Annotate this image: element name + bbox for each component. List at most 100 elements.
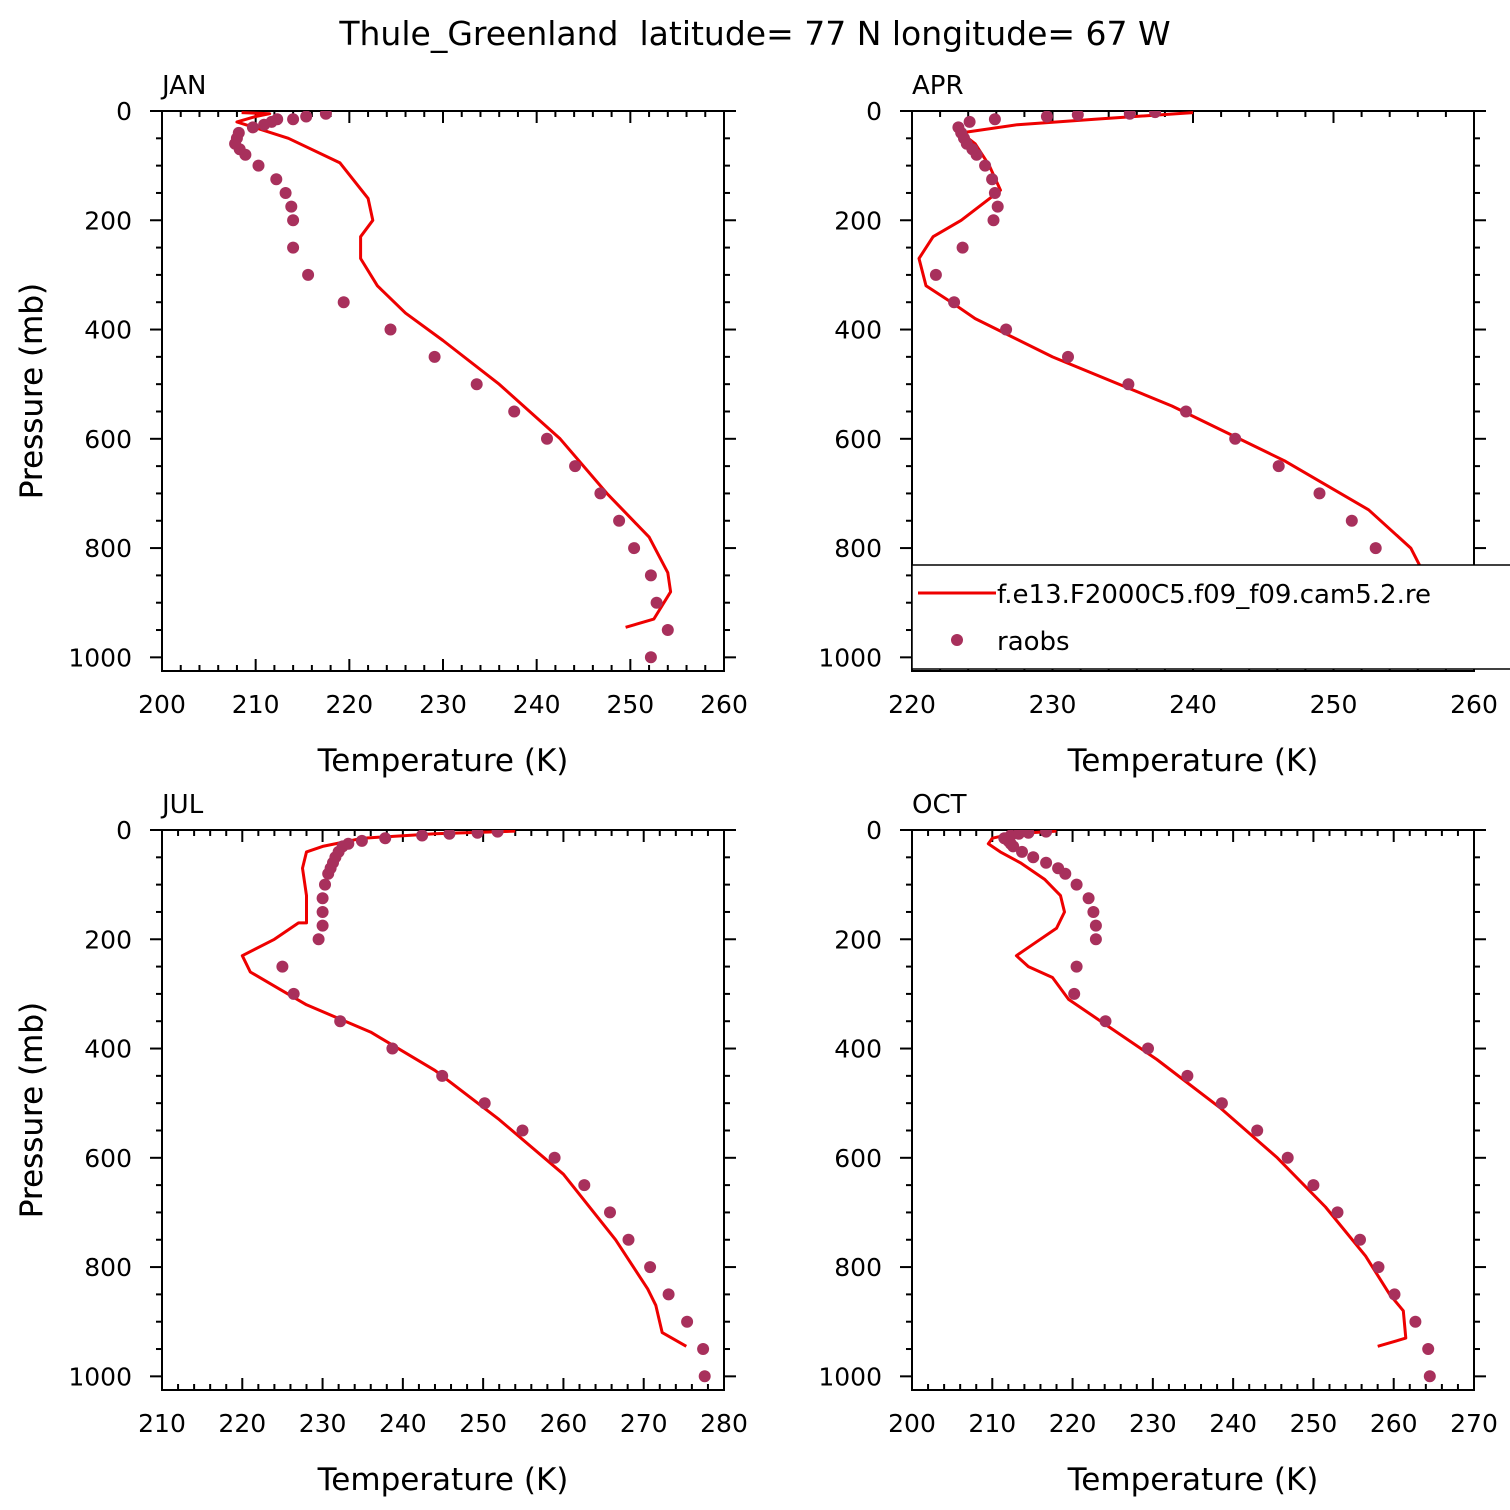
- y-tick-label: 0: [116, 97, 132, 126]
- series-group: [240, 830, 711, 1383]
- y-axis-label: Pressure (mb): [14, 283, 50, 499]
- obs-point: [1181, 1069, 1194, 1082]
- obs-point: [1022, 830, 1035, 839]
- x-tick-label: 240: [379, 1409, 427, 1438]
- obs-point: [1149, 111, 1162, 119]
- obs-point: [661, 624, 674, 636]
- model-line: [240, 830, 688, 1348]
- obs-point: [697, 1343, 710, 1355]
- x-axis-label: Temperature (K): [317, 743, 569, 779]
- obs-point: [334, 1015, 347, 1028]
- y-tick-label: 600: [834, 1144, 882, 1173]
- obs-point: [541, 432, 553, 445]
- obs-point: [987, 214, 1000, 227]
- figure-title: Thule_Greenland latitude= 77 N longitude…: [338, 14, 1170, 53]
- x-tick-label: 230: [299, 1409, 347, 1438]
- y-tick-label: 400: [84, 1035, 132, 1064]
- obs-point: [1082, 892, 1095, 905]
- x-tick-label: 210: [138, 1409, 186, 1438]
- y-tick-label: 1000: [818, 643, 882, 672]
- x-tick-label: 210: [232, 690, 280, 719]
- obs-point: [1089, 919, 1102, 932]
- obs-point: [963, 115, 976, 128]
- y-tick-label: 800: [84, 1253, 132, 1282]
- obs-point: [1345, 514, 1358, 527]
- plot-frame: [161, 110, 725, 672]
- obs-point: [1251, 1124, 1264, 1137]
- x-tick-label: 220: [888, 690, 936, 719]
- x-axis-label: Temperature (K): [317, 1462, 569, 1498]
- panel-label: JAN: [160, 71, 206, 101]
- obs-point: [1388, 1288, 1401, 1301]
- y-tick-label: 800: [834, 1253, 882, 1282]
- obs-point: [644, 569, 657, 582]
- series-group: [917, 111, 1440, 664]
- y-tick-label: 200: [834, 206, 882, 235]
- obs-point: [1354, 1233, 1366, 1246]
- obs-point: [628, 542, 641, 555]
- x-tick-label: 220: [325, 690, 373, 719]
- y-tick-label: 200: [834, 925, 882, 954]
- y-tick-label: 400: [834, 1035, 882, 1064]
- y-tick-label: 400: [84, 316, 132, 345]
- obs-point: [979, 159, 992, 172]
- obs-point: [991, 200, 1004, 213]
- series-group: [986, 830, 1436, 1383]
- model-line: [235, 111, 673, 629]
- obs-point: [300, 111, 313, 123]
- y-tick-label: 800: [84, 534, 132, 563]
- y-tick-label: 1000: [68, 1362, 132, 1391]
- obs-point: [594, 487, 607, 500]
- obs-point: [470, 378, 483, 391]
- obs-point: [252, 159, 265, 172]
- y-tick-label: 0: [866, 816, 882, 845]
- obs-point: [1180, 405, 1192, 418]
- obs-point: [1331, 1206, 1344, 1219]
- obs-point: [287, 987, 300, 1000]
- obs-point: [271, 113, 284, 126]
- obs-point: [316, 906, 329, 918]
- x-tick-label: 270: [620, 1409, 668, 1438]
- x-tick-label: 260: [1370, 1409, 1418, 1438]
- obs-point: [988, 187, 1001, 199]
- obs-point: [1071, 111, 1084, 121]
- obs-point: [1070, 878, 1083, 891]
- obs-point: [1040, 830, 1053, 838]
- x-tick-label: 230: [1129, 1409, 1177, 1438]
- obs-point: [1040, 111, 1053, 123]
- x-tick-label: 240: [1209, 1409, 1257, 1438]
- y-tick-label: 800: [834, 534, 882, 563]
- obs-point: [386, 1042, 399, 1055]
- obs-point: [312, 933, 325, 946]
- y-axis-label: Pressure (mb): [14, 283, 50, 499]
- series-group: [229, 111, 674, 664]
- x-tick-label: 250: [459, 1409, 507, 1438]
- obs-point: [988, 113, 1001, 126]
- obs-point: [379, 832, 392, 845]
- obs-point: [1215, 1097, 1228, 1110]
- obs-point: [644, 1261, 657, 1274]
- panel-jan: JAN 200 210 220 230 240 250 260 0 200 400 600 800 100…: [14, 71, 748, 779]
- obs-point: [1040, 856, 1053, 869]
- x-axis-label: Temperature (K): [1067, 1462, 1319, 1498]
- x-tick-label: 250: [1290, 1409, 1338, 1438]
- panel-label: APR: [912, 71, 964, 101]
- x-tick-label: 200: [138, 690, 186, 719]
- obs-point: [1372, 1261, 1385, 1274]
- obs-point: [956, 241, 969, 254]
- obs-point: [952, 121, 965, 134]
- y-tick-label: 0: [116, 816, 132, 845]
- x-tick-label: 260: [540, 1409, 588, 1438]
- obs-point: [1000, 323, 1013, 336]
- obs-point: [662, 1288, 675, 1301]
- x-axis-label: Temperature (K): [1067, 743, 1319, 779]
- obs-point: [491, 830, 504, 838]
- obs-point: [355, 834, 368, 847]
- panel-apr: APR 220 230 240 250 260 0 200 400 600 800 1000 Tempe…: [14, 71, 1498, 779]
- x-tick-label: 200: [888, 1409, 936, 1438]
- obs-point: [302, 268, 315, 281]
- obs-point: [246, 121, 259, 134]
- obs-point: [471, 830, 484, 839]
- obs-point: [1027, 851, 1040, 864]
